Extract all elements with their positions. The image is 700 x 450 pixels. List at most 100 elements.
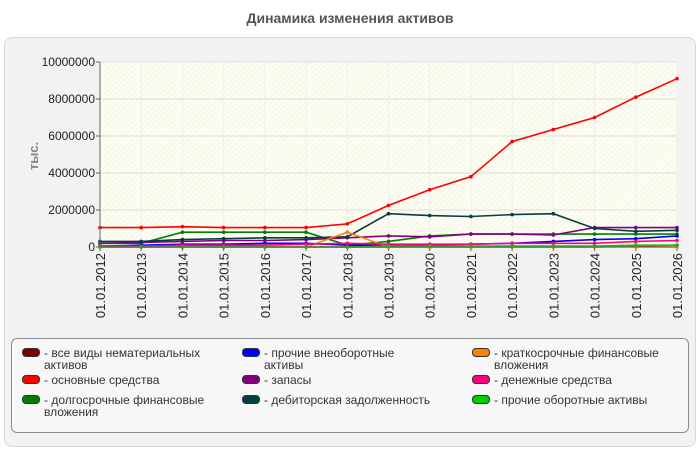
data-point [386, 239, 391, 244]
data-point [427, 235, 432, 239]
data-point [263, 225, 267, 230]
data-point [633, 232, 638, 236]
legend-swatch [22, 348, 40, 357]
x-tick-label: 01.01.2016 [258, 253, 273, 318]
data-point [592, 241, 597, 246]
x-tick-label: 01.01.2020 [423, 253, 438, 318]
data-point [427, 187, 432, 192]
data-point [139, 225, 144, 230]
legend-swatch [472, 348, 490, 357]
legend-swatch [22, 395, 40, 404]
y-axis-label: тыс. [26, 142, 41, 170]
data-point [386, 234, 391, 238]
legend-item: - прочие внеоборотные активы [242, 347, 434, 371]
data-point [675, 76, 679, 81]
data-point [633, 236, 638, 241]
legend-item: - запасы [242, 374, 311, 386]
y-tick-label: 4000000 [48, 166, 95, 180]
data-point [345, 230, 350, 234]
data-point [221, 230, 226, 234]
data-point [386, 203, 391, 208]
legend-label: - краткосрочные финансовые вложения [494, 346, 659, 372]
data-point [180, 230, 185, 234]
data-point [221, 225, 226, 230]
data-point [263, 230, 267, 234]
legend: - все виды нематериальных активов - основ… [11, 338, 689, 433]
legend-item: - основные средства [22, 374, 159, 386]
x-tick-label: 01.01.2021 [464, 253, 479, 318]
data-point [551, 233, 556, 237]
data-point [592, 232, 597, 236]
data-point [304, 230, 308, 234]
data-point [675, 228, 679, 233]
data-point [469, 214, 473, 219]
data-point [675, 238, 679, 243]
legend-swatch [242, 375, 260, 384]
legend-label: - прочие внеоборотные активы [264, 346, 395, 372]
data-point [592, 226, 597, 231]
data-point [510, 232, 514, 236]
data-point [345, 235, 350, 239]
data-point [469, 232, 473, 236]
data-point [345, 222, 350, 226]
data-point [221, 236, 226, 241]
data-point [551, 241, 556, 246]
data-point [263, 235, 267, 240]
data-point [469, 174, 473, 179]
data-point [592, 237, 597, 242]
x-tick-label: 01.01.2018 [340, 253, 355, 318]
legend-item: - долгосрочные финансовые вложения [22, 394, 214, 418]
data-point [633, 95, 638, 99]
legend-swatch [472, 395, 490, 404]
y-tick-label: 2000000 [48, 203, 95, 217]
x-tick-label: 01.01.2015 [217, 253, 232, 318]
data-point [345, 241, 350, 246]
x-tick-label: 01.01.2022 [505, 253, 520, 318]
data-point [592, 115, 597, 120]
x-tick-label: 01.01.2019 [382, 253, 397, 318]
x-tick-label: 01.01.2017 [299, 253, 314, 318]
data-point [633, 239, 638, 244]
data-point [263, 238, 267, 243]
chart-title: Динамика изменения активов [246, 10, 454, 26]
data-point [510, 212, 514, 217]
legend-label: - дебиторская задолженность [264, 393, 431, 407]
y-tick-label: 10000000 [42, 55, 96, 69]
legend-swatch [22, 375, 40, 384]
data-point [633, 229, 638, 234]
data-point [180, 237, 185, 242]
data-point [551, 211, 556, 216]
legend-label: - долгосрочные финансовые вложения [44, 393, 205, 419]
x-tick-label: 01.01.2014 [175, 253, 190, 318]
legend-label: - все виды нематериальных активов [44, 346, 201, 372]
x-tick-labels: 01.01.2012 01.01.2013 01.01.2014 01.01.2015… [93, 253, 685, 318]
data-point [633, 225, 638, 230]
x-tick-label: 01.01.2012 [93, 253, 108, 318]
y-tick-label: 8000000 [48, 92, 95, 106]
y-tick-labels: 0 2000000 4000000 6000000 8000000 10000000 [42, 55, 96, 254]
x-tick-label: 01.01.2023 [546, 253, 561, 318]
x-tick-label: 01.01.2026 [670, 253, 685, 318]
data-point [180, 224, 185, 229]
legend-item: - денежные средства [472, 374, 612, 386]
data-point [510, 241, 514, 246]
legend-item: - краткосрочные финансовые вложения [472, 347, 664, 371]
x-tick-label: 01.01.2025 [629, 253, 644, 318]
data-point [304, 235, 308, 240]
data-point [675, 234, 679, 238]
data-point [139, 239, 144, 244]
data-point [633, 243, 638, 247]
legend-label: - основные средства [44, 373, 160, 387]
data-point [304, 225, 308, 230]
data-point [427, 213, 432, 218]
data-point [304, 242, 308, 247]
legend-swatch [242, 348, 260, 357]
legend-swatch [472, 375, 490, 384]
data-point [386, 211, 391, 216]
legend-item: - дебиторская задолженность [242, 394, 430, 406]
data-point [551, 127, 556, 132]
legend-item: - все виды нематериальных активов [22, 347, 214, 371]
legend-label: - запасы [264, 373, 312, 387]
legend-label: - прочие оборотные активы [494, 393, 648, 407]
